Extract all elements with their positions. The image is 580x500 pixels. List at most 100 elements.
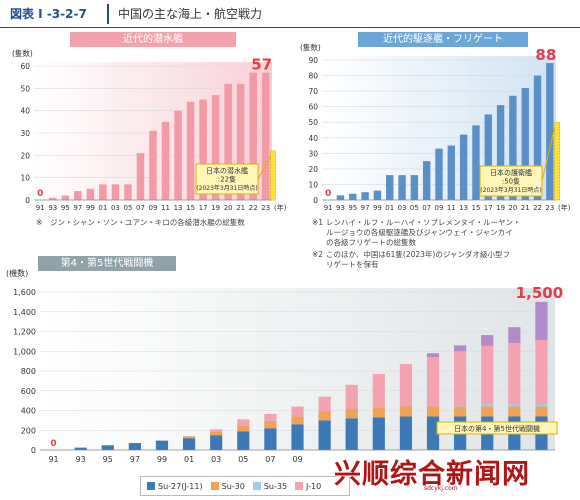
- sub-first-value-label: 0: [37, 189, 43, 199]
- sub-x-tick-label: 99: [86, 204, 95, 212]
- sub-japan-callout-leader: [257, 156, 271, 180]
- legend-label: J-10: [306, 481, 322, 491]
- ship-japan-callout-text: (2023年3月31日時点): [480, 186, 541, 194]
- fighter-bar-segment: [182, 438, 196, 450]
- sub-japan-callout-text: :22隻: [218, 175, 236, 184]
- fighter-y-tick-label: 800: [21, 367, 36, 376]
- ship-bar: [533, 75, 542, 200]
- sub-x-tick-label: 91: [36, 204, 45, 212]
- ship-bar: [472, 125, 480, 200]
- legend-label: Su-35: [263, 481, 288, 491]
- ship-x-tick-label: 22: [533, 204, 542, 212]
- fighter-bar-segment: [535, 404, 548, 407]
- sub-x-tick-label: 01: [98, 204, 107, 212]
- fighter-bar-segment: [454, 345, 467, 352]
- ship-bar: [398, 175, 406, 200]
- sub-x-tick-label: 22: [249, 204, 258, 212]
- ship-japan-callout-leader: [541, 128, 556, 182]
- figure-number: 図表 I -3-2-7: [4, 4, 109, 24]
- ship-x-tick-label: 13: [459, 204, 468, 212]
- ship-x-tick-label: 05: [410, 204, 419, 212]
- fighter-bar-segment: [508, 342, 521, 405]
- ship-bar: [546, 63, 554, 200]
- fighter-bar-segment: [426, 353, 440, 358]
- sub-x-tick-label: 21: [236, 204, 245, 212]
- sub-y-tick-label: 40: [20, 107, 30, 116]
- legend-item: Su-27(J-11): [147, 482, 203, 491]
- legend-item: J-10: [295, 482, 321, 491]
- fighter-y-tick-label: 400: [21, 407, 36, 416]
- sub-x-tick-label: 07: [136, 204, 145, 212]
- ship-bar: [386, 175, 394, 200]
- sub-y-tick-label: 0: [25, 196, 30, 205]
- fighter-bar-segment: [454, 406, 467, 417]
- fighter-bar-segment: [182, 436, 196, 439]
- sub-x-tick-label: 09: [149, 204, 158, 212]
- ship-y-tick-label: 80: [308, 72, 318, 81]
- fighter-bar-segment: [508, 327, 521, 343]
- ship-last-value-label: 88: [535, 46, 556, 64]
- fighter-last-value-label: 1,500: [516, 284, 563, 302]
- sub-x-unit: (年): [274, 203, 287, 212]
- sub-japan-bar: [270, 150, 276, 201]
- sub-x-tick-label: 03: [111, 204, 120, 212]
- fighter-bar-segment: [399, 364, 413, 407]
- sub-bar: [136, 153, 145, 200]
- fighter-bar-segment: [372, 417, 385, 450]
- fighter-bar-segment: [481, 345, 494, 405]
- ship-bar: [509, 95, 517, 200]
- watermark-text: 兴顺综合新闻网: [334, 459, 530, 490]
- fighter-bar-segment: [399, 416, 413, 450]
- submarine-chart: (隻数) 0 10 20 30 40 50 60 91 93 95 97 99 01 03 05 07 09 11 1…: [12, 48, 287, 212]
- fighter-x-tick-label: 09: [292, 455, 302, 464]
- ship-x-tick-label: 20: [508, 204, 517, 212]
- fighter-y-tick-label: 200: [21, 426, 36, 435]
- destroyer-note-1: ※1 レンハイ・ルフ・ルーハイ・ソブレメンヌイ・ルーヤン・ ルージョウの各級駆逐艦…: [312, 218, 521, 247]
- fighter-bar-segment: [399, 406, 413, 417]
- sub-bar: [74, 191, 82, 200]
- fighter-bar-segment: [291, 416, 304, 425]
- figure-title: 中国の主な海上・航空戦力: [118, 7, 263, 21]
- legend-label: Su-30: [221, 481, 245, 491]
- fighter-x-tick-label: 07: [265, 455, 275, 464]
- legend-label: Su-27(J-11): [158, 481, 203, 491]
- fighter-bar-segment: [535, 339, 548, 405]
- ship-x-tick-label: 17: [484, 204, 493, 212]
- fighter-y-tick-label: 1,600: [13, 288, 36, 297]
- header-rule: [0, 27, 580, 28]
- sub-x-tick-label: 95: [61, 204, 70, 212]
- ship-x-unit: (年): [558, 203, 571, 212]
- sub-y-unit: (隻数): [12, 48, 33, 58]
- fighter-y-tick-label: 0: [31, 446, 36, 455]
- ship-x-tick-label: 21: [521, 204, 530, 212]
- fighter-bar-segment: [237, 431, 250, 450]
- fighter-bar-segment: [101, 445, 114, 450]
- ship-bar: [447, 145, 456, 200]
- fighter-bar-segment: [454, 351, 467, 406]
- sub-y-tick-label: 10: [20, 174, 30, 183]
- fighter-x-tick-label: 05: [238, 455, 248, 464]
- ship-bar: [336, 195, 345, 200]
- fighter-japan-callout-text: 日本の第4・第5世代戦闘機: [454, 424, 540, 433]
- fighter-bar-segment: [345, 418, 358, 450]
- legend-swatch: [147, 482, 155, 490]
- ship-x-tick-label: 15: [471, 204, 480, 212]
- fighter-bar-segment: [345, 384, 358, 409]
- legend-swatch: [210, 482, 219, 490]
- fighter-chart: (機数) 0 200 400 600 800 1,000 1,200 1,400 1,600 91 9…: [6, 268, 563, 464]
- sub-bar: [111, 184, 120, 200]
- fighter-y-tick-label: 1,000: [13, 347, 36, 356]
- sub-japan-callout: [195, 163, 259, 195]
- fighter-japan-callout: [436, 421, 558, 435]
- sub-bar: [211, 95, 220, 200]
- sub-bar: [49, 197, 57, 200]
- ship-bar: [435, 148, 443, 200]
- ship-bar: [484, 114, 492, 200]
- sub-bar: [236, 83, 245, 200]
- ship-y-tick-label: 0: [313, 196, 318, 205]
- fighter-bar-segment: [372, 407, 385, 418]
- ship-y-tick-label: 30: [308, 149, 318, 158]
- ship-y-tick-label: 50: [308, 118, 318, 127]
- fighter-y-tick-label: 600: [21, 387, 36, 396]
